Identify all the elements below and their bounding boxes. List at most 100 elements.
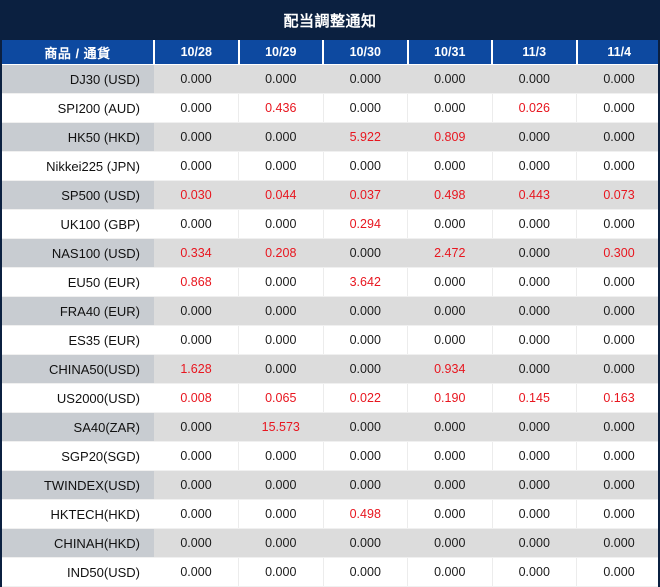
column-header-date-3[interactable]: 10/30: [323, 40, 409, 65]
dividend-value-cell: 1.628: [154, 354, 239, 384]
dividend-value-cell: 0.000: [407, 412, 493, 442]
dividend-value-cell: 0.000: [238, 325, 324, 355]
dividend-value-cell: 0.868: [154, 267, 239, 297]
dividend-value-cell: 0.000: [238, 557, 324, 587]
dividend-value-cell: 0.000: [576, 151, 658, 181]
table-row: SP500 (USD) 0.030 0.044 0.037 0.498 0.443 0.07…: [2, 180, 658, 210]
table-body: DJ30 (USD) 0.000 0.000 0.000 0.000 0.000 0.000…: [2, 64, 658, 587]
instrument-label: SGP20(SGD): [2, 441, 154, 471]
dividend-value-cell: 0.000: [154, 296, 239, 326]
dividend-value-cell: 0.000: [238, 209, 324, 239]
dividend-value-cell: 0.000: [407, 499, 493, 529]
dividend-value-cell: 0.208: [238, 238, 324, 268]
dividend-value-cell: 0.065: [238, 383, 324, 413]
table-row: CHINAH(HKD) 0.000 0.000 0.000 0.000 0.000 0.00…: [2, 528, 658, 558]
column-header-date-4[interactable]: 10/31: [407, 40, 493, 65]
dividend-value-cell: 0.000: [492, 238, 577, 268]
dividend-value-cell: 0.000: [492, 267, 577, 297]
dividend-value-cell: 0.000: [576, 267, 658, 297]
dividend-value-cell: 0.000: [238, 528, 324, 558]
table-row: HK50 (HKD) 0.000 0.000 5.922 0.809 0.000 0.000: [2, 122, 658, 152]
dividend-value-cell: 0.000: [238, 499, 324, 529]
dividend-value-cell: 0.000: [154, 151, 239, 181]
dividend-value-cell: 15.573: [238, 412, 324, 442]
dividend-value-cell: 0.000: [154, 470, 239, 500]
instrument-label: SA40(ZAR): [2, 412, 154, 442]
table-row: HKTECH(HKD) 0.000 0.000 0.498 0.000 0.000 0.00…: [2, 499, 658, 529]
dividend-value-cell: 0.145: [492, 383, 577, 413]
dividend-value-cell: 0.294: [323, 209, 408, 239]
dividend-value-cell: 0.000: [154, 528, 239, 558]
dividend-value-cell: 0.000: [323, 528, 408, 558]
instrument-label: HK50 (HKD): [2, 122, 154, 152]
dividend-value-cell: 0.000: [492, 412, 577, 442]
column-header-date-2[interactable]: 10/29: [238, 40, 324, 65]
dividend-value-cell: 0.163: [576, 383, 658, 413]
dividend-value-cell: 0.000: [407, 209, 493, 239]
column-header-instrument[interactable]: 商品 / 通貨: [2, 40, 155, 65]
dividend-value-cell: 0.000: [492, 64, 577, 94]
dividend-value-cell: 0.000: [323, 441, 408, 471]
table-row: IND50(USD) 0.000 0.000 0.000 0.000 0.000 0.000: [2, 557, 658, 587]
table-row: EU50 (EUR) 0.868 0.000 3.642 0.000 0.000 0.000: [2, 267, 658, 297]
instrument-label: CHINA50(USD): [2, 354, 154, 384]
dividend-value-cell: 0.000: [323, 296, 408, 326]
dividend-value-cell: 0.000: [323, 557, 408, 587]
dividend-value-cell: 0.000: [154, 325, 239, 355]
instrument-label: EU50 (EUR): [2, 267, 154, 297]
column-header-date-1[interactable]: 10/28: [154, 40, 240, 65]
dividend-value-cell: 0.000: [238, 441, 324, 471]
dividend-value-cell: 0.000: [238, 470, 324, 500]
dividend-value-cell: 0.498: [323, 499, 408, 529]
table-row: NAS100 (USD) 0.334 0.208 0.000 2.472 0.000 0.3…: [2, 238, 658, 268]
column-header-date-5[interactable]: 11/3: [492, 40, 578, 65]
dividend-value-cell: 0.000: [576, 528, 658, 558]
dividend-value-cell: 0.000: [323, 151, 408, 181]
table-row: FRA40 (EUR) 0.000 0.000 0.000 0.000 0.000 0.00…: [2, 296, 658, 326]
dividend-value-cell: 0.000: [238, 354, 324, 384]
page-title: 配当調整通知: [283, 12, 377, 30]
dividend-value-cell: 0.000: [407, 267, 493, 297]
dividend-value-cell: 0.022: [323, 383, 408, 413]
dividend-value-cell: 0.030: [154, 180, 239, 210]
dividend-value-cell: 3.642: [323, 267, 408, 297]
instrument-label: UK100 (GBP): [2, 209, 154, 239]
instrument-label: HKTECH(HKD): [2, 499, 154, 529]
instrument-label: TWINDEX(USD): [2, 470, 154, 500]
dividend-value-cell: 0.000: [154, 557, 239, 587]
table-row: Nikkei225 (JPN) 0.000 0.000 0.000 0.000 0.000…: [2, 151, 658, 181]
table-row: DJ30 (USD) 0.000 0.000 0.000 0.000 0.000 0.000: [2, 64, 658, 94]
dividend-adjustment-table: 商品 / 通貨 10/28 10/29 10/30 10/31 11/3 11/4 DJ30…: [2, 40, 658, 587]
dividend-value-cell: 0.334: [154, 238, 239, 268]
dividend-value-cell: 0.000: [492, 122, 577, 152]
dividend-value-cell: 0.000: [492, 470, 577, 500]
dividend-value-cell: 0.000: [576, 557, 658, 587]
dividend-value-cell: 0.000: [407, 296, 493, 326]
dividend-value-cell: 0.000: [492, 354, 577, 384]
dividend-value-cell: 0.000: [407, 441, 493, 471]
dividend-value-cell: 0.000: [323, 64, 408, 94]
dividend-value-cell: 0.000: [238, 267, 324, 297]
table-row: SA40(ZAR) 0.000 15.573 0.000 0.000 0.000 0.000: [2, 412, 658, 442]
table-row: US2000(USD) 0.008 0.065 0.022 0.190 0.145 0.16…: [2, 383, 658, 413]
table-row: TWINDEX(USD) 0.000 0.000 0.000 0.000 0.000 0.0…: [2, 470, 658, 500]
dividend-value-cell: 0.000: [323, 470, 408, 500]
instrument-label: SPI200 (AUD): [2, 93, 154, 123]
dividend-value-cell: 0.000: [407, 93, 493, 123]
dividend-value-cell: 0.000: [492, 151, 577, 181]
dividend-value-cell: 0.000: [492, 209, 577, 239]
dividend-value-cell: 0.809: [407, 122, 493, 152]
instrument-label: FRA40 (EUR): [2, 296, 154, 326]
dividend-value-cell: 0.026: [492, 93, 577, 123]
dividend-value-cell: 0.000: [492, 499, 577, 529]
dividend-value-cell: 0.000: [492, 528, 577, 558]
dividend-value-cell: 0.000: [154, 64, 239, 94]
column-header-date-6[interactable]: 11/4: [576, 40, 658, 65]
instrument-label: IND50(USD): [2, 557, 154, 587]
table-row: ES35 (EUR) 0.000 0.000 0.000 0.000 0.000 0.000: [2, 325, 658, 355]
dividend-value-cell: 0.000: [238, 64, 324, 94]
dividend-value-cell: 0.000: [407, 325, 493, 355]
dividend-value-cell: 0.000: [154, 412, 239, 442]
dividend-value-cell: 0.000: [407, 64, 493, 94]
